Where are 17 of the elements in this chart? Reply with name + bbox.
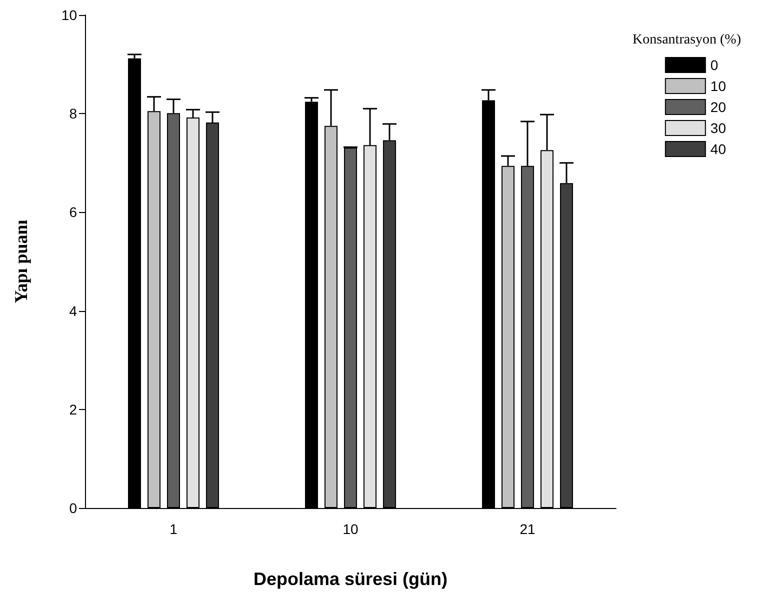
- legend-label: 10: [710, 78, 726, 94]
- y-axis-title: Yapı puanı: [11, 220, 31, 304]
- y-tick-label: 6: [69, 204, 78, 220]
- x-axis-title: Depolama süresi (gün): [253, 569, 448, 589]
- legend-label: 20: [710, 99, 726, 115]
- y-tick-label: 8: [69, 106, 78, 122]
- y-tick-label: 10: [61, 7, 78, 23]
- legend-label: 0: [710, 57, 718, 73]
- y-tick-label: 2: [69, 401, 78, 418]
- x-tick-label: 1: [170, 521, 178, 537]
- x-tick-label: 21: [520, 521, 536, 537]
- x-tick-label: 10: [342, 521, 358, 537]
- legend-title: Konsantrasyon (%): [632, 32, 742, 48]
- legend-label: 30: [710, 120, 726, 136]
- y-tick-label: 0: [69, 500, 78, 516]
- y-tick-label: 4: [69, 302, 78, 319]
- legend-label: 40: [710, 141, 726, 157]
